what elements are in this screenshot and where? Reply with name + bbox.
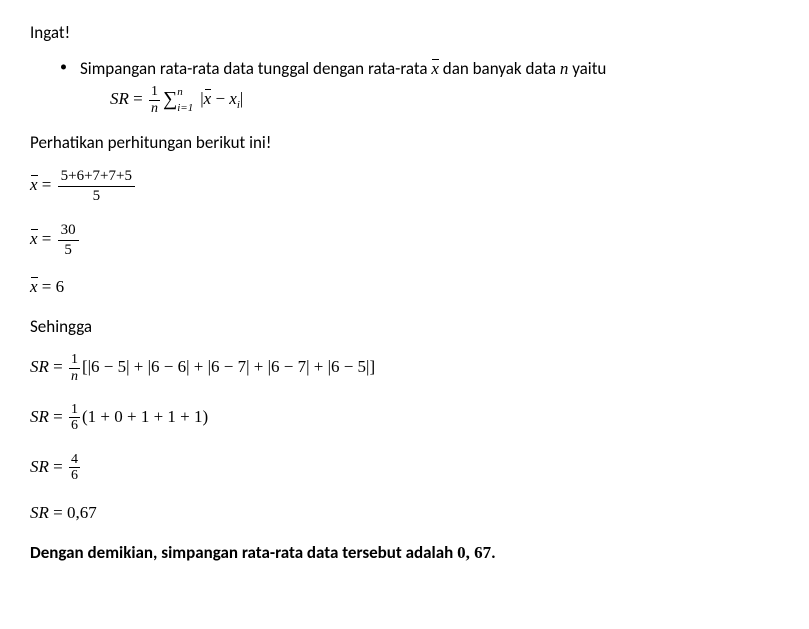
- mean-step-1: x = 5+6+7+7+55: [30, 168, 779, 204]
- frac-1n-sr1: 1n: [69, 352, 80, 384]
- eq-1: =: [38, 175, 56, 194]
- reminder-heading: Ingat!: [30, 22, 779, 44]
- num-sr3: 4: [69, 452, 80, 468]
- sr-label: SR: [110, 89, 129, 108]
- eq-sr1: =: [49, 357, 67, 376]
- equals: =: [129, 89, 147, 108]
- sigma-lower: i=1: [177, 101, 193, 115]
- xi-x: x: [229, 89, 237, 108]
- conclusion: Dengan demikian, simpangan rata-rata dat…: [30, 542, 779, 564]
- sr-sum: (1 + 0 + 1 + 1 + 1): [82, 407, 208, 426]
- bullet-text-mid: dan banyak data: [439, 58, 560, 79]
- sr-step-4: SR = 0,67: [30, 502, 779, 524]
- sigma: ∑ni=1: [163, 89, 177, 111]
- sr-4: SR: [30, 503, 49, 522]
- abs-close-1: |: [240, 89, 243, 108]
- eq-sr2: =: [49, 407, 67, 426]
- den-sr3: 6: [69, 468, 80, 483]
- conclusion-val: 0, 67: [457, 543, 491, 562]
- xbar-1: x: [30, 174, 38, 196]
- num-sr2: 1: [69, 402, 80, 418]
- reminder-text: Ingat!: [30, 22, 70, 43]
- mean-frac-1: 5+6+7+7+55: [58, 168, 135, 204]
- eq-2: =: [38, 229, 56, 248]
- eq-3: =: [38, 277, 56, 296]
- attention-text: Perhatikan perhitungan berikut ini!: [30, 132, 779, 154]
- sr-3: SR: [30, 457, 49, 476]
- conclusion-pre: Dengan demikian, simpangan rata-rata dat…: [30, 542, 457, 563]
- mean-value: 6: [56, 277, 65, 296]
- sehingga-label: Sehingga: [30, 316, 92, 337]
- sigma-symbol: ∑: [163, 88, 177, 110]
- mean-step-2: x = 305: [30, 222, 779, 258]
- mean-num-1: 5+6+7+7+5: [58, 168, 135, 187]
- xbar-symbol: x: [431, 58, 439, 80]
- minus-1: −: [211, 89, 229, 108]
- frac-16-sr2: 16: [69, 402, 80, 434]
- xbar-3: x: [30, 276, 38, 298]
- den-sr2: 6: [69, 418, 80, 433]
- mean-frac-2: 305: [58, 222, 79, 258]
- frac-num: 1: [149, 84, 160, 100]
- sigma-upper: n: [177, 85, 183, 99]
- sr-1: SR: [30, 357, 49, 376]
- eq-sr4: =: [49, 503, 67, 522]
- sr-step-1: SR = 1n[|6 − 5| + |6 − 6| + |6 − 7| + |6…: [30, 352, 779, 384]
- sr-final-val: 0,67: [67, 503, 97, 522]
- bullet-text-pre: Simpangan rata-rata data tunggal dengan …: [80, 58, 431, 79]
- mean-den-2: 5: [58, 241, 79, 259]
- attention-label: Perhatikan perhitungan berikut ini!: [30, 132, 271, 153]
- xbar-2: x: [30, 228, 38, 250]
- sr-step-2: SR = 16(1 + 0 + 1 + 1 + 1): [30, 402, 779, 434]
- frac-1-n: 1n: [149, 84, 160, 116]
- conclusion-post: .: [491, 542, 496, 563]
- sr-step-3: SR = 46: [30, 452, 779, 484]
- frac-46: 46: [69, 452, 80, 484]
- num-sr1: 1: [69, 352, 80, 368]
- frac-den: n: [149, 101, 160, 116]
- mean-num-2: 30: [58, 222, 79, 241]
- den-sr1: n: [69, 369, 80, 384]
- mean-den-1: 5: [58, 187, 135, 205]
- xbar-in-formula: x: [204, 88, 212, 110]
- bullet-item: Simpangan rata-rata data tunggal dengan …: [30, 58, 779, 116]
- sr-formula: SR = 1n∑ni=1|x − xi|: [80, 84, 779, 116]
- eq-sr3: =: [49, 457, 67, 476]
- sr-expand: [|6 − 5| + |6 − 6| + |6 − 7| + |6 − 7| +…: [82, 357, 375, 376]
- sehingga-text: Sehingga: [30, 316, 779, 338]
- mean-step-3: x = 6: [30, 276, 779, 298]
- bullet-text-post: yaitu: [568, 58, 606, 79]
- sr-2: SR: [30, 407, 49, 426]
